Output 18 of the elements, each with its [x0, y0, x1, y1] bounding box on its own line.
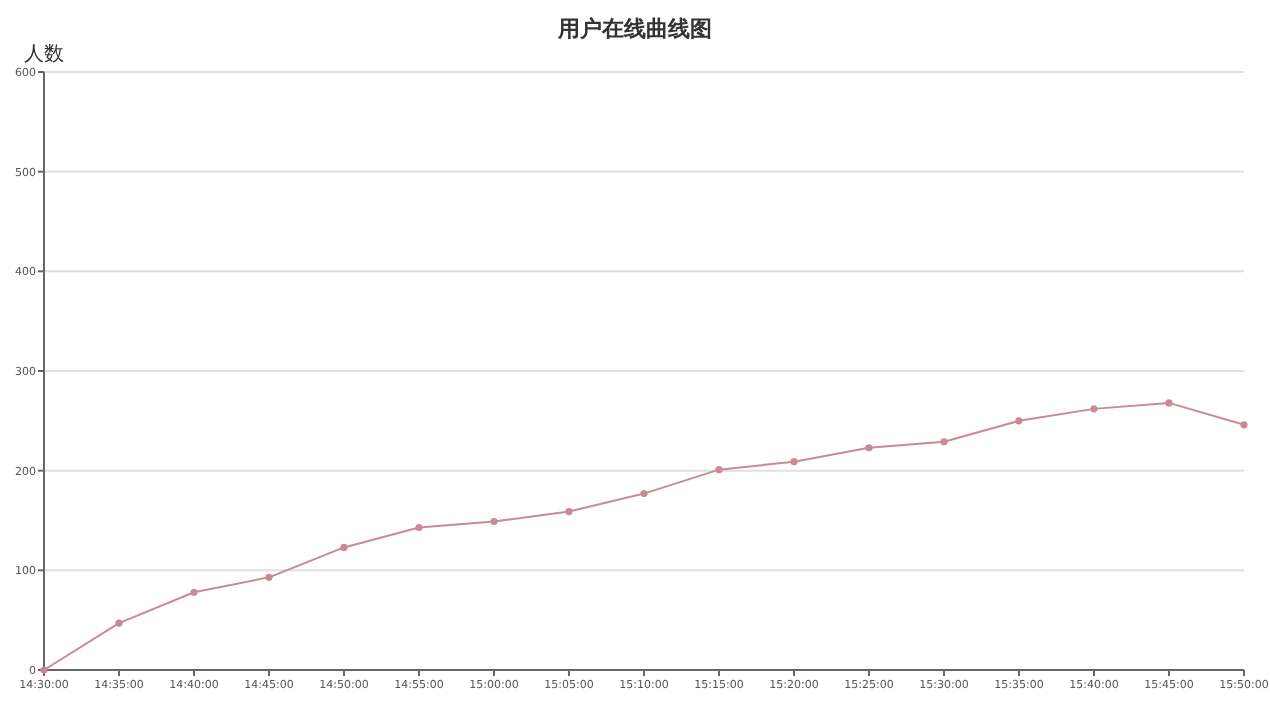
point	[1090, 405, 1098, 413]
point	[1165, 399, 1173, 407]
point	[115, 619, 123, 627]
point	[265, 573, 273, 581]
point	[640, 489, 648, 498]
point	[1240, 421, 1248, 429]
point	[1015, 417, 1023, 425]
point	[865, 444, 873, 452]
point	[415, 523, 423, 532]
point	[565, 507, 573, 516]
point	[190, 588, 198, 596]
point	[715, 466, 723, 474]
point	[790, 458, 798, 466]
chart-title: 用户在线曲线图	[556, 16, 712, 42]
point	[490, 517, 498, 526]
point	[940, 438, 948, 446]
y-axis-title: 人数	[24, 44, 64, 66]
point	[340, 543, 348, 552]
